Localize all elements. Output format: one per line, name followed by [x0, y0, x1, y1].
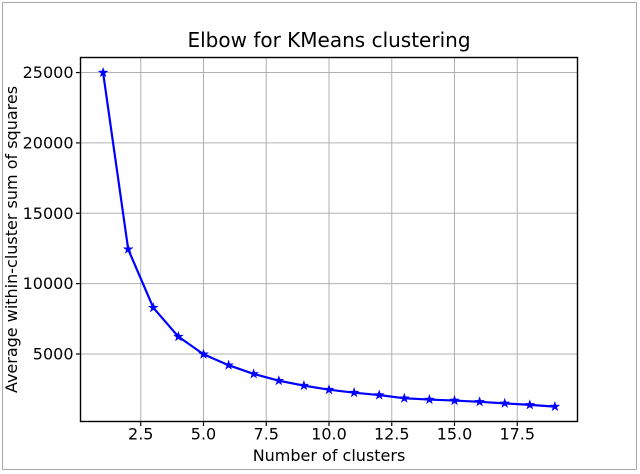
grid-lines	[80, 57, 578, 422]
x-tick-label: 5.0	[191, 425, 216, 444]
x-tick-label: 17.5	[499, 425, 535, 444]
y-axis-label: Average within-cluster sum of squares	[2, 86, 21, 393]
data-point-star-marker	[122, 243, 134, 254]
x-tick-label: 10.0	[311, 425, 347, 444]
data-point-star-marker	[348, 387, 360, 398]
data-point-star-marker	[524, 399, 536, 410]
data-point-star-marker	[373, 389, 385, 400]
data-point-star-marker	[474, 396, 485, 407]
data-markers	[97, 66, 561, 412]
data-point-star-marker	[173, 331, 184, 342]
y-tick-label: 15000	[23, 204, 74, 223]
data-point-star-marker	[549, 400, 561, 412]
y-tick-label: 5000	[33, 344, 74, 363]
data-point-star-marker	[248, 368, 260, 379]
chart-title: Elbow for KMeans clustering	[187, 28, 470, 52]
x-axis-label: Number of clusters	[253, 446, 406, 465]
data-point-star-marker	[198, 348, 209, 359]
data-point-star-marker	[97, 66, 109, 78]
data-point-star-marker	[273, 375, 285, 386]
plot-frame	[79, 56, 579, 423]
data-point-star-marker	[323, 384, 335, 395]
x-tick-label: 7.5	[254, 425, 279, 444]
y-tick-label: 10000	[23, 274, 74, 293]
data-point-star-marker	[223, 359, 234, 370]
data-point-star-marker	[147, 302, 159, 313]
x-tick-label: 2.5	[128, 425, 153, 444]
data-point-star-marker	[398, 392, 410, 403]
data-point-star-marker	[499, 397, 511, 408]
data-point-star-marker	[424, 393, 435, 405]
y-tick-label: 20000	[23, 133, 74, 152]
data-point-star-marker	[298, 380, 310, 391]
x-tick-labels: 2.5 5.0 7.5 10.0 12.5 15.0 17.5	[128, 425, 535, 444]
y-tick-label: 25000	[23, 63, 74, 82]
x-tick-label: 12.5	[374, 425, 410, 444]
x-tick-label: 15.0	[437, 425, 473, 444]
data-point-star-marker	[449, 394, 460, 406]
y-tick-labels: 5000 10000 15000 20000 25000	[23, 63, 74, 363]
axis-ticks	[76, 71, 518, 426]
